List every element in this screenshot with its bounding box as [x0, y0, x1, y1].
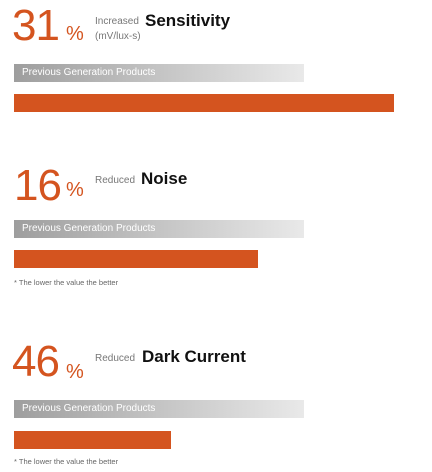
percent-sign: %: [66, 23, 84, 45]
previous-generation-label: Previous Generation Products: [22, 223, 156, 234]
previous-generation-label: Previous Generation Products: [22, 403, 156, 414]
previous-generation-bar: Previous Generation Products: [14, 400, 304, 418]
percent-sign: %: [66, 179, 84, 201]
big-value: 46: [12, 337, 60, 386]
unit-label: (mV/lux-s): [95, 31, 141, 42]
sensitivity-block: 31 % Increased Sensitivity (mV/lux-s) Pr…: [0, 0, 432, 120]
percent-sign: %: [66, 361, 84, 383]
metric-label: Dark Current: [142, 347, 246, 366]
noise-block: 16 % Reduced Noise Previous Generation P…: [0, 150, 432, 290]
previous-generation-label: Previous Generation Products: [22, 67, 156, 78]
qualifier-label: Reduced: [95, 353, 136, 364]
footnote: * The lower the value the better: [14, 278, 119, 287]
big-value: 31: [12, 1, 60, 50]
metric-label: Noise: [141, 169, 188, 188]
dark-current-block: 46 % Reduced Dark Current Previous Gener…: [0, 330, 432, 472]
metric-label: Sensitivity: [145, 11, 231, 30]
footnote: * The lower the value the better: [14, 457, 119, 466]
current-generation-bar: [14, 250, 258, 268]
qualifier-label: Reduced: [95, 175, 136, 186]
previous-generation-bar: Previous Generation Products: [14, 64, 304, 82]
current-generation-bar: [14, 431, 171, 449]
previous-generation-bar: Previous Generation Products: [14, 220, 304, 238]
big-value: 16: [14, 161, 62, 210]
current-generation-bar: [14, 94, 394, 112]
qualifier-label: Increased: [95, 16, 139, 27]
